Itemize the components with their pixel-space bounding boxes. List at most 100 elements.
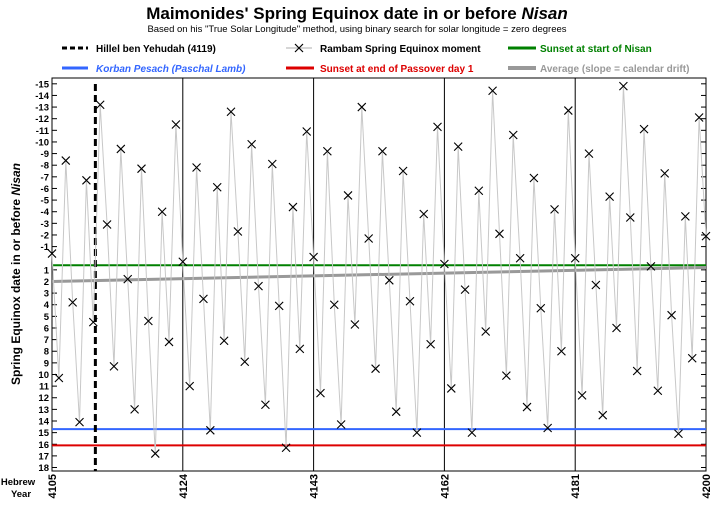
rambam-point — [557, 346, 566, 356]
rambam-point — [261, 400, 270, 410]
y-tick-label: -6 — [41, 184, 49, 195]
rambam-point — [598, 410, 608, 420]
rambam-point — [137, 164, 146, 174]
rambam-point — [192, 163, 201, 172]
y-tick-label: 2 — [44, 277, 49, 288]
y-tick-label: -2 — [41, 230, 49, 241]
rambam-point — [54, 373, 64, 383]
rambam-point — [288, 202, 298, 212]
rambam-point — [357, 102, 367, 112]
legend-korban-label: Korban Pesach (Paschal Lamb) — [96, 64, 246, 75]
x-tick-label: 4143 — [309, 474, 321, 498]
x-axis-label-line2: Year — [11, 489, 31, 500]
legend-sunset-start-label: Sunset at start of Nisan — [540, 44, 652, 55]
rambam-point — [254, 281, 263, 291]
rambam-point — [178, 257, 188, 267]
rambam-point — [47, 249, 57, 258]
rambam-point — [605, 192, 615, 201]
rambam-point — [212, 182, 222, 192]
y-tick-label: -3 — [41, 219, 49, 230]
rambam-point — [632, 366, 642, 376]
rambam-point — [412, 428, 422, 438]
y-tick-label: 11 — [39, 382, 50, 393]
rambam-point — [150, 449, 160, 458]
rambam-point — [488, 86, 497, 96]
y-tick-label: -13 — [35, 103, 49, 114]
rambam-point — [495, 229, 504, 239]
rambam-point — [660, 168, 670, 178]
rambam-point — [116, 144, 126, 154]
legend-average-label: Average (slope = calendar drift) — [540, 64, 689, 75]
y-tick-label: -9 — [41, 149, 49, 160]
rambam-point — [694, 113, 704, 122]
rambam-point — [577, 391, 587, 400]
rambam-point — [460, 285, 470, 295]
rambam-point — [550, 204, 559, 214]
rambam-point — [653, 386, 663, 396]
rambam-point — [61, 156, 71, 165]
rambam-point — [240, 357, 250, 367]
rambam-point — [336, 420, 346, 429]
rambam-point — [75, 417, 84, 427]
rambam-series-line — [51, 86, 707, 454]
y-tick-label: 14 — [38, 417, 49, 428]
rambam-point — [205, 425, 215, 435]
y-tick-label: -15 — [35, 79, 49, 90]
rambam-point — [474, 186, 484, 196]
y-tick-label: -14 — [35, 91, 49, 102]
rambam-point — [639, 124, 649, 134]
rambam-point — [536, 303, 546, 313]
y-tick-label: -7 — [41, 172, 49, 183]
y-axis-ticks: -15-14-13-12-11-10-9-8-7-6-5-4-3-2-11234… — [35, 79, 706, 474]
rambam-point — [109, 361, 119, 371]
y-tick-label: -4 — [41, 207, 50, 218]
x-axis-ticks: 4105 4124 4143 4162 4181 4200 — [47, 473, 713, 498]
y-tick-label: 1 — [44, 265, 50, 276]
chart-title: Maimonides' Spring Equinox date in or be… — [146, 4, 568, 23]
reference-lines — [51, 84, 707, 471]
rambam-point — [522, 402, 532, 412]
rambam-point — [446, 384, 456, 393]
y-tick-label: 10 — [38, 370, 49, 381]
rambam-point — [687, 353, 697, 363]
rambam-point — [419, 209, 429, 219]
rambam-point — [88, 317, 98, 327]
rambam-point — [309, 252, 318, 262]
rambam-point — [612, 323, 621, 333]
chart-subtitle: Based on his "True Solar Longitude" meth… — [147, 24, 566, 35]
rambam-point — [102, 220, 112, 229]
y-tick-label: -8 — [41, 161, 49, 172]
rambam-point — [123, 274, 133, 284]
rambam-point — [82, 175, 91, 185]
rambam-point — [433, 122, 442, 132]
y-tick-label: 9 — [44, 358, 49, 369]
y-tick-label: 3 — [44, 289, 49, 300]
rambam-point — [508, 130, 518, 140]
rambam-point — [515, 253, 525, 263]
y-tick-label: 12 — [38, 393, 49, 404]
rambam-point — [619, 81, 628, 91]
y-tick-label: 17 — [38, 451, 49, 462]
rambam-point — [481, 327, 491, 336]
rambam-point — [378, 146, 387, 156]
rambam-point — [584, 149, 594, 158]
rambam-point — [453, 142, 463, 151]
y-tick-label: -1 — [41, 242, 50, 253]
y-axis-label: Spring Equinox date in or before Nisan — [9, 163, 23, 385]
rambam-point — [68, 298, 78, 307]
rambam-point — [226, 107, 236, 117]
rambam-point — [364, 234, 374, 243]
y-tick-label: -12 — [35, 114, 49, 125]
x-tick-label: 4200 — [701, 474, 713, 498]
rambam-point — [343, 191, 353, 200]
y-tick-label: 4 — [44, 300, 50, 311]
rambam-point — [398, 166, 408, 176]
x-tick-label: 4181 — [570, 474, 582, 498]
rambam-point — [384, 275, 394, 285]
rambam-point — [680, 211, 690, 221]
rambam-point — [426, 339, 436, 349]
rambam-point — [185, 381, 195, 391]
rambam-point — [440, 259, 449, 269]
y-tick-label: 15 — [38, 428, 49, 439]
